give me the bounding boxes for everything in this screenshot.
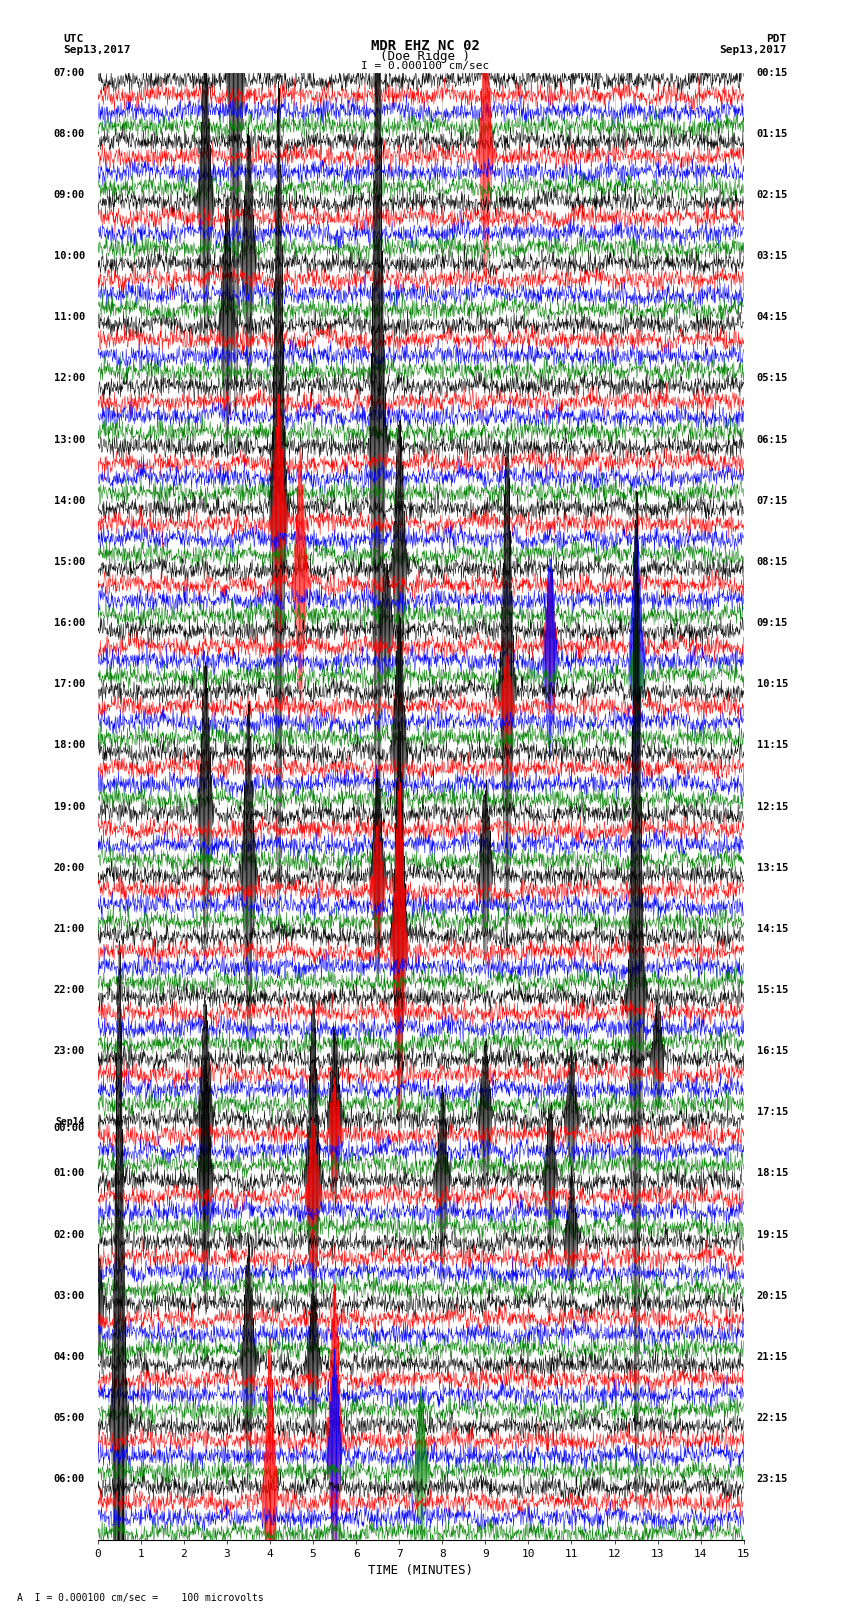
- Text: 11:15: 11:15: [756, 740, 788, 750]
- Text: 07:00: 07:00: [54, 68, 85, 77]
- Text: 18:00: 18:00: [54, 740, 85, 750]
- Text: 03:00: 03:00: [54, 1290, 85, 1300]
- Text: 20:00: 20:00: [54, 863, 85, 873]
- Text: 07:15: 07:15: [756, 495, 788, 506]
- Text: 13:15: 13:15: [756, 863, 788, 873]
- Text: UTC: UTC: [64, 34, 84, 44]
- Text: 09:15: 09:15: [756, 618, 788, 627]
- Text: 11:00: 11:00: [54, 313, 85, 323]
- Text: 16:00: 16:00: [54, 618, 85, 627]
- Text: 18:15: 18:15: [756, 1168, 788, 1179]
- Text: Sep13,2017: Sep13,2017: [64, 45, 131, 55]
- Text: 21:00: 21:00: [54, 924, 85, 934]
- Text: 05:15: 05:15: [756, 373, 788, 384]
- Text: 13:00: 13:00: [54, 434, 85, 445]
- Text: 21:15: 21:15: [756, 1352, 788, 1361]
- Text: 02:00: 02:00: [54, 1229, 85, 1240]
- Text: 10:15: 10:15: [756, 679, 788, 689]
- Text: 12:15: 12:15: [756, 802, 788, 811]
- Text: 14:15: 14:15: [756, 924, 788, 934]
- Text: 05:00: 05:00: [54, 1413, 85, 1423]
- Text: 01:15: 01:15: [756, 129, 788, 139]
- Text: PDT: PDT: [766, 34, 786, 44]
- Text: 00:00: 00:00: [54, 1123, 85, 1132]
- X-axis label: TIME (MINUTES): TIME (MINUTES): [368, 1563, 473, 1576]
- Text: 12:00: 12:00: [54, 373, 85, 384]
- Text: A  I = 0.000100 cm/sec =    100 microvolts: A I = 0.000100 cm/sec = 100 microvolts: [17, 1594, 264, 1603]
- Text: 15:15: 15:15: [756, 986, 788, 995]
- Text: 14:00: 14:00: [54, 495, 85, 506]
- Text: 17:15: 17:15: [756, 1107, 788, 1118]
- Text: 22:00: 22:00: [54, 986, 85, 995]
- Text: 00:15: 00:15: [756, 68, 788, 77]
- Text: 10:00: 10:00: [54, 252, 85, 261]
- Text: 22:15: 22:15: [756, 1413, 788, 1423]
- Text: (Doe Ridge ): (Doe Ridge ): [380, 50, 470, 63]
- Text: 02:15: 02:15: [756, 190, 788, 200]
- Text: 08:00: 08:00: [54, 129, 85, 139]
- Text: Sep13,2017: Sep13,2017: [719, 45, 786, 55]
- Text: 19:00: 19:00: [54, 802, 85, 811]
- Text: 06:15: 06:15: [756, 434, 788, 445]
- Text: MDR EHZ NC 02: MDR EHZ NC 02: [371, 39, 479, 53]
- Text: 20:15: 20:15: [756, 1290, 788, 1300]
- Text: 15:00: 15:00: [54, 556, 85, 566]
- Text: 19:15: 19:15: [756, 1229, 788, 1240]
- Text: 06:00: 06:00: [54, 1474, 85, 1484]
- Text: 09:00: 09:00: [54, 190, 85, 200]
- Text: 16:15: 16:15: [756, 1047, 788, 1057]
- Text: 17:00: 17:00: [54, 679, 85, 689]
- Text: 01:00: 01:00: [54, 1168, 85, 1179]
- Text: 08:15: 08:15: [756, 556, 788, 566]
- Text: 23:00: 23:00: [54, 1047, 85, 1057]
- Text: 04:00: 04:00: [54, 1352, 85, 1361]
- Text: I = 0.000100 cm/sec: I = 0.000100 cm/sec: [361, 61, 489, 71]
- Text: Sep14: Sep14: [55, 1116, 85, 1127]
- Text: 04:15: 04:15: [756, 313, 788, 323]
- Text: 23:15: 23:15: [756, 1474, 788, 1484]
- Text: 03:15: 03:15: [756, 252, 788, 261]
